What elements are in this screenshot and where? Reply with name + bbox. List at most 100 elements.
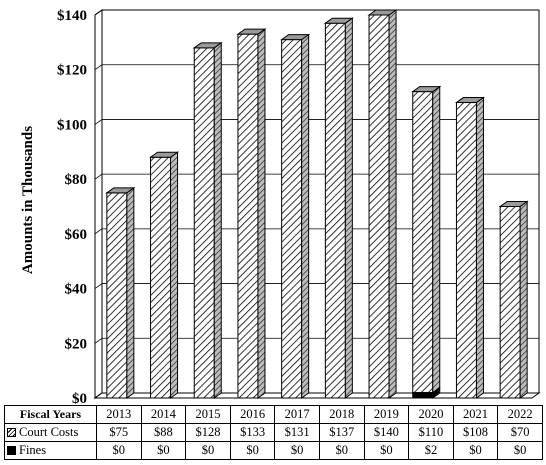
year-cell: 2020 — [408, 405, 454, 424]
y-tick-label: $60 — [65, 227, 88, 243]
bar-court-costs-side — [519, 200, 528, 399]
table-row-fines: Fines $0 $0 $0 $0 $0 $0 $0 $2 $0 $0 — [4, 441, 543, 460]
fines-cell: $0 — [274, 441, 320, 460]
y-axis-label: Amounts in Thousands — [20, 125, 36, 275]
court-costs-row-header: Court Costs — [4, 423, 97, 442]
bar-court-costs — [237, 33, 259, 399]
year-cell: 2019 — [363, 405, 410, 424]
bar-court-costs-side — [213, 41, 222, 399]
bar-court-costs — [368, 14, 390, 399]
fines-cell: $0 — [185, 441, 231, 460]
gridline-side — [94, 228, 103, 235]
court-costs-cell: $88 — [140, 423, 187, 442]
fines-cell: $0 — [363, 441, 410, 460]
court-costs-cell: $110 — [408, 423, 454, 442]
fines-cell: $0 — [140, 441, 187, 460]
gridline-side — [94, 173, 103, 180]
court-costs-cell: $131 — [274, 423, 320, 442]
bar-court-costs-top — [105, 187, 136, 194]
gridline-side — [94, 392, 103, 399]
bar-group-2018 — [323, 17, 354, 399]
solid-swatch-icon — [7, 446, 16, 455]
bars — [105, 9, 529, 399]
court-costs-cell: $75 — [96, 423, 142, 442]
court-costs-series-name: Court Costs — [19, 425, 79, 439]
fines-cell: $0 — [96, 441, 142, 460]
year-cell: 2022 — [497, 405, 543, 424]
bar-court-costs-side — [432, 85, 441, 394]
court-costs-cell: $133 — [229, 423, 276, 442]
gridline-side — [94, 119, 103, 125]
bar-group-2014 — [148, 151, 180, 399]
court-costs-cell: $70 — [497, 423, 543, 442]
bar-court-costs-side — [344, 17, 353, 399]
gridline-side — [94, 64, 103, 71]
gridline-side — [94, 283, 103, 289]
year-cell: 2014 — [140, 405, 187, 424]
side-wall — [94, 9, 103, 399]
court-costs-cell: $128 — [185, 423, 231, 442]
bar-court-costs-top — [148, 151, 180, 158]
bar-group-2013 — [105, 186, 136, 399]
bar-court-costs-side — [126, 186, 135, 399]
bar-court-costs-top — [236, 28, 267, 35]
y-tick-label: $20 — [65, 336, 88, 352]
bar-court-costs-top — [192, 42, 223, 49]
bar-court-costs — [324, 22, 346, 399]
bar-court-costs-side — [475, 96, 484, 399]
fines-cell: $0 — [318, 441, 365, 460]
bar-court-costs — [150, 156, 172, 399]
bar-court-costs-top — [367, 9, 398, 16]
bar-group-2015 — [192, 41, 223, 399]
year-cell: 2021 — [452, 405, 499, 424]
fines-cell: $0 — [229, 441, 276, 460]
y-axis-tick-labels: $0 $20 $40 $60 $80 $100 $120 $140 — [57, 8, 87, 405]
bar-group-2022 — [498, 200, 529, 399]
year-cell: 2016 — [229, 405, 276, 424]
court-costs-cell: $140 — [363, 423, 410, 442]
bar-court-costs — [193, 47, 215, 399]
bar-court-costs — [412, 91, 434, 394]
year-cell: 2017 — [274, 405, 320, 424]
bar-court-costs — [106, 192, 128, 399]
bar-court-costs — [455, 102, 477, 399]
gridline-side — [94, 337, 103, 344]
bar-court-costs — [499, 206, 521, 399]
fines-cell: $2 — [408, 441, 454, 460]
y-tick-label: $40 — [65, 282, 88, 298]
bar-group-2016 — [236, 28, 267, 399]
table-row-fiscal-years: Fiscal Years 2013 2014 2015 2016 2017 2018 201… — [4, 405, 543, 424]
year-cell: 2015 — [185, 405, 231, 424]
court-costs-cell: $137 — [318, 423, 365, 442]
year-cell: 2013 — [96, 405, 142, 424]
bar-court-costs-top — [280, 34, 311, 41]
bar-chart: $0 $20 $40 $60 $80 $100 $120 $140 — [57, 8, 541, 405]
fines-cell: $0 — [497, 441, 543, 460]
bar-group-2019 — [367, 9, 398, 399]
bar-group-2021 — [454, 96, 486, 399]
fines-row-header: Fines — [4, 441, 97, 460]
bar-court-costs-top — [411, 86, 442, 93]
y-tick-label: $140 — [57, 8, 87, 24]
data-table: Fiscal Years 2013 2014 2015 2016 2017 2018 201… — [4, 405, 543, 460]
table-row-court-costs: Court Costs $75 $88 $128 $133 $131 $137 $140 $1… — [4, 423, 543, 442]
y-tick-label: $0 — [72, 391, 87, 405]
bar-group-2017 — [280, 33, 311, 399]
fiscal-years-header: Fiscal Years — [4, 405, 97, 424]
court-costs-cell: $108 — [452, 423, 499, 442]
bar-court-costs-side — [388, 9, 397, 399]
bar-court-costs-top — [323, 17, 354, 24]
y-tick-label: $100 — [57, 117, 87, 133]
bar-court-costs-top — [498, 201, 529, 207]
fines-series-name: Fines — [19, 443, 47, 457]
y-tick-label: $80 — [65, 172, 88, 188]
y-tick-label: $120 — [57, 63, 87, 79]
bar-group-2020 — [411, 85, 442, 399]
hatch-swatch-icon — [7, 428, 16, 437]
bar-court-costs — [281, 39, 303, 399]
bar-court-costs-side — [257, 28, 266, 399]
gridline-side — [94, 9, 103, 16]
fines-cell: $0 — [452, 441, 499, 460]
year-cell: 2018 — [318, 405, 365, 424]
bar-court-costs-side — [301, 33, 310, 399]
